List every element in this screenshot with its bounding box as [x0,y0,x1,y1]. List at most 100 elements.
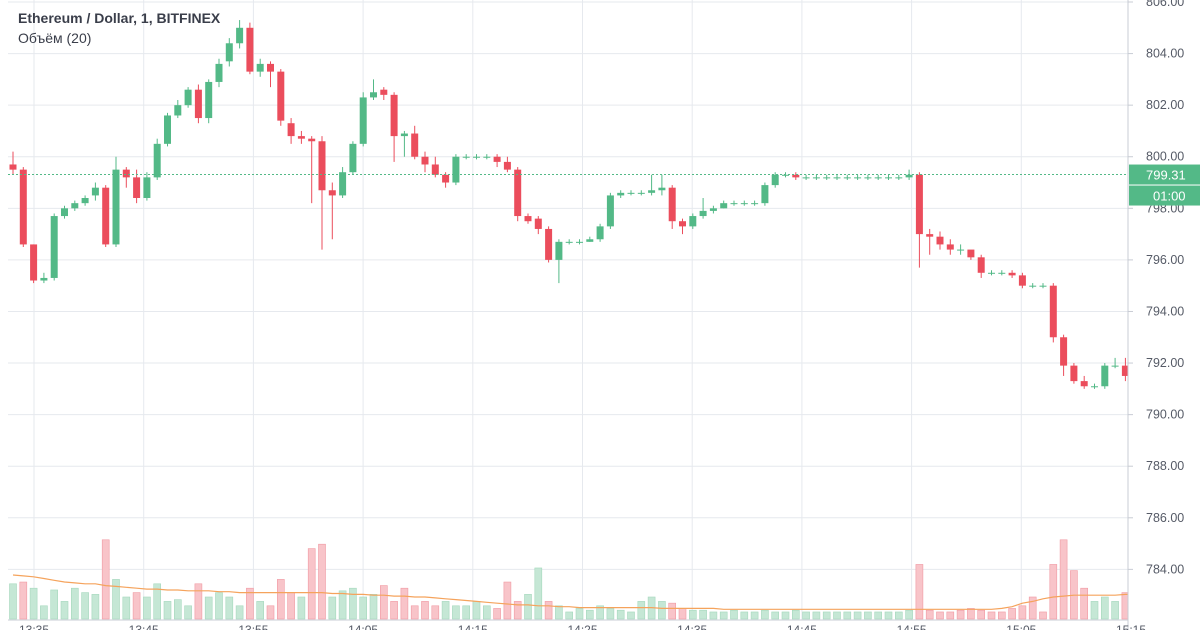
candle-body [617,192,625,196]
volume-bar [297,596,306,620]
volume-bar [678,608,687,620]
candle-body [91,187,99,196]
candle-body [153,143,161,178]
candle-body [308,138,316,142]
volume-bar [864,611,872,620]
price-tick-label: 786.00 [1146,511,1184,525]
volume-bar [575,608,584,620]
candle-body [380,89,388,95]
candle-body [400,133,408,137]
candle-body [9,164,17,170]
volume-bar [627,611,635,620]
volume-bar [616,609,625,620]
symbol-title[interactable]: Ethereum / Dollar, 1, BITFINEX [18,10,221,26]
candle-body [730,203,738,205]
candle-body [606,195,614,227]
volume-bar [101,539,110,620]
volume-bar [390,601,398,620]
countdown-value: 01:00 [1153,189,1186,204]
candle-body [565,241,573,243]
candle-body [1091,386,1098,388]
candle-body [586,239,594,242]
volume-bar [235,605,244,620]
candle-body [256,63,264,72]
volume-bar [781,611,790,620]
volume-bar [410,605,419,620]
candle-body [679,221,686,227]
time-tick-label: 13:55 [238,623,268,630]
volume-bar [1008,608,1016,620]
candle-body [1101,365,1109,387]
candle-body [483,156,491,158]
price-axis[interactable]: 806.00804.00802.00800.00798.00796.00794.… [1127,0,1200,630]
candle-body [596,226,604,240]
candle-body [771,174,779,186]
candle-body [122,169,130,178]
volume-indicator-label[interactable]: Объём (20) [18,30,92,46]
volume-bar [967,608,975,620]
volume-bar [956,609,965,620]
price-tick-label: 804.00 [1146,47,1184,61]
volume-bar [750,611,759,620]
candle-body [761,185,769,204]
price-tick-label: 790.00 [1146,408,1184,422]
price-tick-label: 792.00 [1146,356,1184,370]
volume-bar [596,605,604,620]
volume-bar [668,602,677,620]
volume-bar [122,596,131,620]
volume-bar [204,596,213,620]
volume-bar [1028,596,1037,620]
volume-bar [40,605,48,620]
candle-body [411,133,419,157]
volume-bar [637,601,646,620]
volume-bar [472,601,481,620]
volume-bar [29,587,38,620]
candle-body [205,81,213,119]
volume-bar [482,605,491,620]
candle-body [339,172,347,196]
volume-bar [1111,601,1119,620]
volume-bar [143,596,151,620]
time-tick-label: 14:25 [567,623,597,630]
volume-bar [997,611,1006,620]
candle-body [967,249,975,258]
candle-body [802,177,810,179]
candle-body [864,177,872,179]
candle-body [133,177,141,198]
volume-bar [946,611,955,620]
volume-bar [81,592,89,620]
volume-bar [1039,611,1047,620]
volume-bar [153,583,161,620]
volume-bar [246,587,254,620]
volume-bar [1101,596,1109,620]
volume-bar [936,611,944,620]
volume-bar [699,609,707,620]
candle-body [421,156,429,165]
volume-bar [9,583,17,620]
volume-bar [884,611,893,620]
time-axis[interactable]: 13:35 13:45 13:55 14:05 14:15 14:25 14:35 14:45… [8,619,1146,630]
volume-bar [452,605,460,620]
candle-body [390,94,398,137]
candle-body [926,234,934,237]
candle-body [370,92,377,98]
volume-bar [215,592,223,620]
candle-body [50,216,58,278]
volume-bar [658,601,666,620]
candle-body [668,187,676,222]
candle-body [1029,285,1037,287]
volume-bar [503,581,512,620]
volume-bar [163,601,172,620]
grid-lines [8,0,1132,620]
candle-body [174,105,182,116]
candle-body [297,136,305,139]
candle-body [977,257,985,273]
volume-bar [318,543,326,620]
price-tick-label: 800.00 [1146,150,1184,164]
volume-bar [50,589,59,620]
candle-body [957,249,965,251]
time-tick-label: 15:05 [1006,623,1036,630]
volume-bar [771,611,780,620]
